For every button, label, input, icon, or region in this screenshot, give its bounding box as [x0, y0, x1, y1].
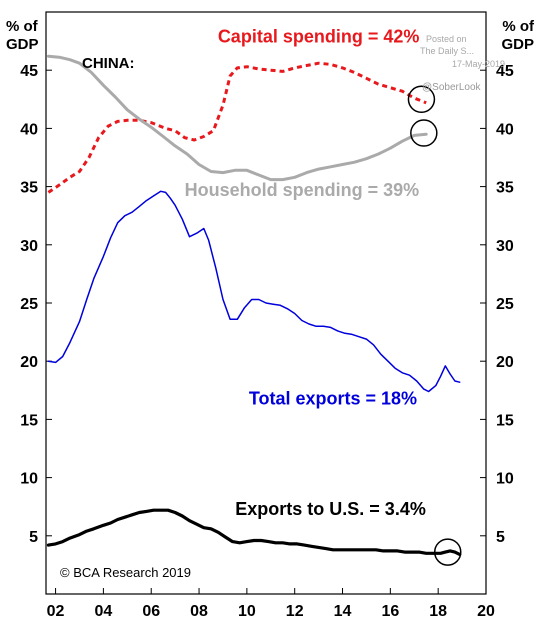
y-tick-label-right: 5: [496, 529, 505, 546]
y-tick-label-right: 30: [496, 238, 514, 255]
right-axis-title-line1: % of: [502, 18, 534, 35]
y-tick-label-right: 25: [496, 296, 514, 313]
x-tick-label: 14: [334, 603, 352, 620]
x-tick-label: 04: [94, 603, 112, 620]
right-axis-title: % of GDP: [501, 18, 534, 54]
highlight-circle: [433, 538, 462, 566]
x-tick-label: 20: [477, 603, 495, 620]
series-line-4: [46, 508, 462, 557]
y-tick-label-left: 25: [20, 296, 38, 313]
y-tick-label-left: 35: [20, 180, 38, 197]
watermark-handle: @SoberLook: [422, 82, 481, 93]
highlight-circle: [407, 85, 436, 114]
y-tick-label-right: 35: [496, 180, 514, 197]
y-tick-label-left: 15: [20, 412, 38, 429]
highlight-circle: [410, 119, 438, 147]
y-tick-label-right: 20: [496, 354, 514, 371]
series-line-2: [46, 54, 428, 182]
left-axis-title: % of GDP: [6, 18, 39, 54]
watermark-date: 17-May-2019: [452, 59, 506, 69]
series-line-3: [47, 190, 461, 393]
y-tick-label-left: 20: [20, 354, 38, 371]
y-tick-label-left: 5: [29, 529, 38, 546]
x-tick-label: 16: [381, 603, 399, 620]
x-tick-label: 06: [142, 603, 160, 620]
y-tick-label-right: 45: [496, 63, 514, 80]
series-label: Total exports = 18%: [249, 388, 417, 408]
y-tick-label-right: 15: [496, 412, 514, 429]
right-axis-title-line2: GDP: [501, 36, 534, 53]
x-tick-label: 10: [238, 603, 256, 620]
y-tick-label-left: 30: [20, 238, 38, 255]
left-axis-title-line1: % of: [6, 18, 38, 35]
series-label: Capital spending = 42%: [218, 26, 420, 46]
series-label: Exports to U.S. = 3.4%: [235, 499, 426, 519]
left-axis-title-line2: GDP: [6, 36, 39, 53]
y-tick-label-right: 10: [496, 471, 514, 488]
x-tick-label: 18: [429, 603, 447, 620]
series-label: Household spending = 39%: [185, 180, 420, 200]
y-tick-label-left: 40: [20, 121, 38, 138]
x-tick-label: 08: [190, 603, 208, 620]
chart-title: CHINA:: [82, 55, 135, 72]
chart-credit: © BCA Research 2019: [60, 565, 191, 580]
y-tick-label-left: 10: [20, 471, 38, 488]
y-tick-label-right: 40: [496, 121, 514, 138]
watermark-source: The Daily S...: [420, 46, 475, 56]
series-line-1: [47, 61, 427, 194]
x-tick-label: 02: [47, 603, 65, 620]
y-tick-label-left: 45: [20, 63, 38, 80]
x-tick-label: 12: [286, 603, 304, 620]
watermark-posted: Posted on: [426, 34, 467, 44]
